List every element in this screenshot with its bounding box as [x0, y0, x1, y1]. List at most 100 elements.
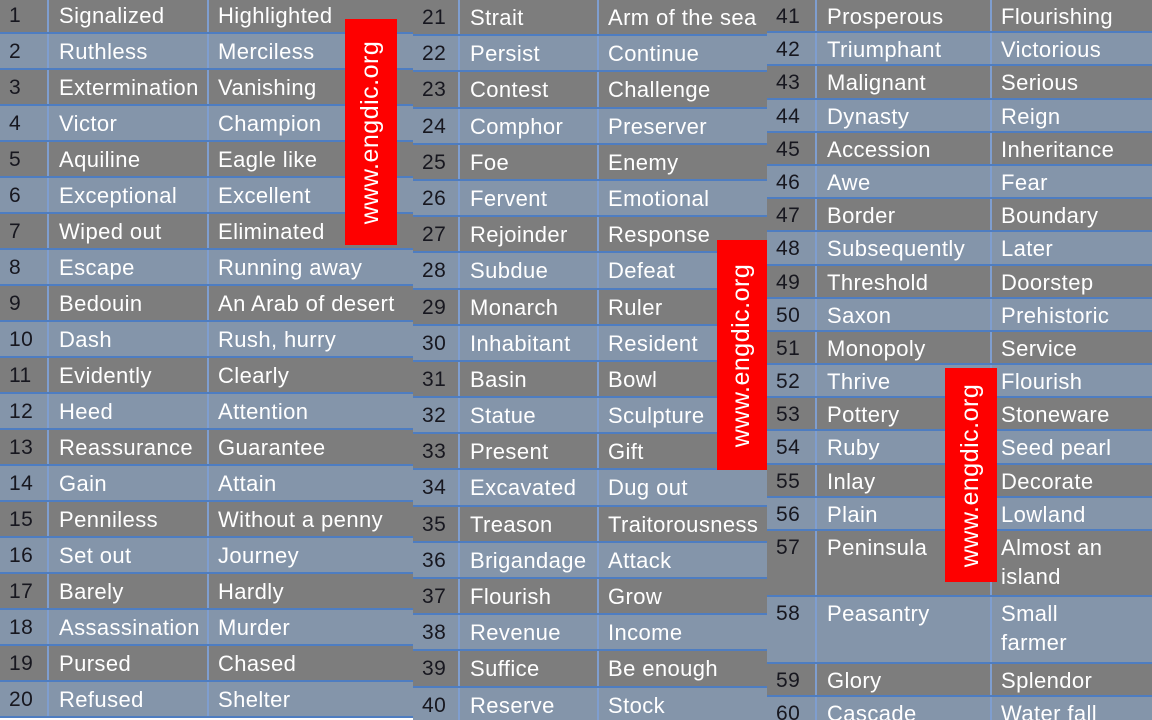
- word-cell: Evidently: [47, 358, 207, 392]
- synonym-cell: Victorious: [990, 33, 1152, 65]
- row-number: 50: [767, 298, 815, 330]
- word-cell: Extermination: [47, 70, 207, 104]
- row-number: 30: [413, 325, 458, 360]
- row-number: 19: [0, 646, 47, 680]
- word-cell: Aquiline: [47, 142, 207, 176]
- word-cell: Pursed: [47, 646, 207, 680]
- table-row: 29 Monarch Ruler: [413, 289, 767, 326]
- row-number: 43: [767, 66, 815, 98]
- row-number: 53: [767, 398, 815, 430]
- row-number: 57: [767, 531, 815, 596]
- table-row: 44 Dynasty Reign: [767, 99, 1152, 133]
- row-number: 26: [413, 180, 458, 216]
- table-row: 17 Barely Hardly: [0, 574, 413, 610]
- word-cell: Escape: [47, 250, 207, 284]
- synonym-cell: Splendor: [990, 663, 1152, 695]
- table-row: 21 Strait Arm of the sea: [413, 0, 767, 37]
- row-number: 9: [0, 286, 47, 320]
- table-row: 37 Flourish Grow: [413, 579, 767, 616]
- row-number: 40: [413, 687, 458, 720]
- table-group-41-60: 41 Prosperous Flourishing 42 Triumphant Victo…: [767, 0, 1152, 720]
- row-number: 16: [0, 538, 47, 572]
- synonym-cell: Grow: [597, 579, 767, 614]
- word-cell: Foe: [458, 144, 597, 179]
- word-cell: Set out: [47, 538, 207, 572]
- table-row: 57 Peninsula Almost an island: [767, 531, 1152, 598]
- table-row: 51 Monopoly Service: [767, 331, 1152, 366]
- synonym-cell: Doorstep: [990, 265, 1152, 297]
- row-number: 27: [413, 217, 458, 252]
- row-number: 41: [767, 0, 815, 32]
- row-number: 17: [0, 574, 47, 608]
- synonym-cell: Flourish: [990, 365, 1152, 397]
- word-cell: Strait: [458, 0, 597, 35]
- row-number: 32: [413, 398, 458, 433]
- synonym-cell: Enemy: [597, 144, 767, 179]
- table-row: 31 Basin Bowl: [413, 361, 767, 399]
- table-row: 7 Wiped out Eliminated: [0, 214, 413, 250]
- table-row: 12 Heed Attention: [0, 394, 413, 430]
- word-cell: Victor: [47, 106, 207, 140]
- synonym-cell: Decorate: [990, 464, 1152, 496]
- table-row: 33 Present Gift: [413, 434, 767, 471]
- table-group-1-20: 1 Signalized Highlighted 2 Ruthless Merciless…: [0, 0, 413, 718]
- synonym-cell: Inheritance: [990, 132, 1152, 164]
- synonym-cell: Traitorousness: [597, 506, 767, 541]
- synonym-cell: Continue: [597, 36, 767, 71]
- row-number: 10: [0, 322, 47, 356]
- synonym-cell: Boundary: [990, 199, 1152, 231]
- row-number: 46: [767, 165, 815, 198]
- row-number: 44: [767, 99, 815, 131]
- row-number: 31: [413, 361, 458, 397]
- row-number: 33: [413, 434, 458, 469]
- table-row: 50 Saxon Prehistoric: [767, 298, 1152, 332]
- synonym-cell: Lowland: [990, 497, 1152, 529]
- synonym-cell: Stock: [597, 687, 767, 720]
- row-number: 24: [413, 108, 458, 143]
- table-row: 49 Threshold Doorstep: [767, 265, 1152, 299]
- table-row: 58 Peasantry Small farmer: [767, 597, 1152, 664]
- word-cell: Persist: [458, 36, 597, 71]
- table-row: 30 Inhabitant Resident: [413, 325, 767, 362]
- word-cell: Dynasty: [815, 99, 990, 131]
- table-row: 35 Treason Traitorousness: [413, 506, 767, 543]
- synonym-cell: Running away: [207, 250, 413, 284]
- row-number: 55: [767, 464, 815, 496]
- table-row: 34 Excavated Dug out: [413, 470, 767, 507]
- table-row: 11 Evidently Clearly: [0, 358, 413, 394]
- table-row: 39 Suffice Be enough: [413, 651, 767, 688]
- row-number: 35: [413, 506, 458, 541]
- row-number: 54: [767, 431, 815, 463]
- word-cell: Border: [815, 199, 990, 231]
- word-cell: Saxon: [815, 298, 990, 330]
- word-cell: Malignant: [815, 66, 990, 98]
- word-cell: Signalized: [47, 0, 207, 32]
- word-cell: Peasantry: [815, 597, 990, 662]
- word-cell: Ruthless: [47, 34, 207, 68]
- row-number: 1: [0, 0, 47, 32]
- word-cell: Statue: [458, 398, 597, 433]
- table-row: 15 Penniless Without a penny: [0, 502, 413, 538]
- row-number: 29: [413, 289, 458, 324]
- row-number: 2: [0, 34, 47, 68]
- synonym-cell: Attack: [597, 542, 767, 577]
- word-cell: Suffice: [458, 651, 597, 686]
- row-number: 49: [767, 265, 815, 297]
- row-number: 37: [413, 579, 458, 614]
- word-cell: Triumphant: [815, 33, 990, 65]
- word-cell: Brigandage: [458, 542, 597, 577]
- word-cell: Barely: [47, 574, 207, 608]
- row-number: 47: [767, 199, 815, 231]
- word-cell: Reassurance: [47, 430, 207, 464]
- table-row: 45 Accession Inheritance: [767, 132, 1152, 166]
- table-row: 25 Foe Enemy: [413, 144, 767, 181]
- table-row: 38 Revenue Income: [413, 615, 767, 652]
- row-number: 4: [0, 106, 47, 140]
- row-number: 45: [767, 132, 815, 164]
- synonym-cell: Attention: [207, 394, 413, 428]
- table-row: 16 Set out Journey: [0, 538, 413, 574]
- table-row: 19 Pursed Chased: [0, 646, 413, 682]
- synonym-cell: Stoneware: [990, 398, 1152, 430]
- table-row: 10 Dash Rush, hurry: [0, 322, 413, 358]
- synonym-cell: Chased: [207, 646, 413, 680]
